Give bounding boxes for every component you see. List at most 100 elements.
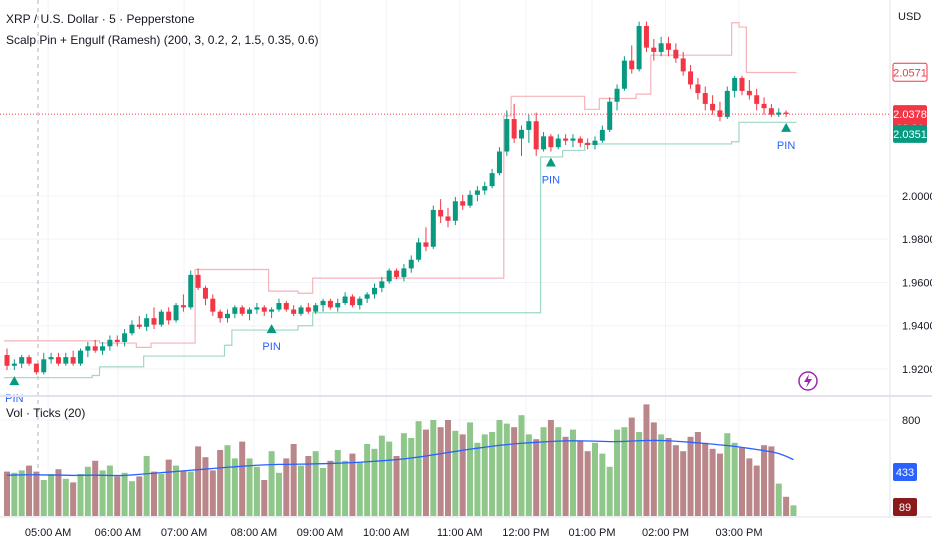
volume-bar bbox=[702, 442, 709, 516]
price-label: 2.0571 bbox=[892, 62, 928, 82]
pin-signal-label: PIN bbox=[777, 140, 795, 152]
volume-indicator-title[interactable]: Vol · Ticks (20) bbox=[6, 406, 86, 420]
candle-body bbox=[629, 60, 635, 70]
volume-bar bbox=[636, 432, 643, 516]
symbol-title[interactable]: XRP / U.S. Dollar · 5 · Pepperstone bbox=[6, 12, 195, 26]
candle bbox=[254, 303, 260, 314]
candle bbox=[239, 305, 245, 316]
volume-bar bbox=[40, 480, 47, 516]
time-tick-label: 03:00 PM bbox=[715, 527, 762, 539]
time-tick-label: 01:00 PM bbox=[568, 527, 615, 539]
volume-value-box bbox=[893, 498, 917, 516]
candle bbox=[394, 268, 400, 280]
volume-bar bbox=[562, 436, 569, 516]
volume-bar bbox=[158, 474, 165, 516]
volume-bar bbox=[783, 496, 790, 516]
candle bbox=[643, 21, 649, 52]
volume-bar bbox=[364, 444, 371, 516]
candle bbox=[202, 285, 208, 306]
candle bbox=[283, 300, 289, 312]
candle bbox=[680, 51, 686, 76]
candle-body bbox=[386, 270, 392, 282]
candle-body bbox=[533, 121, 539, 150]
candle-body bbox=[327, 300, 333, 308]
candle bbox=[585, 138, 591, 150]
candle-body bbox=[776, 112, 782, 115]
volume-bar bbox=[320, 468, 327, 516]
volume-bar bbox=[577, 440, 584, 516]
candle-body bbox=[394, 270, 400, 278]
candle bbox=[379, 277, 385, 293]
candle-body bbox=[188, 274, 194, 308]
volume-bar bbox=[305, 456, 312, 516]
price-tick-label: 1.9800 bbox=[902, 234, 932, 246]
volume-bar bbox=[268, 451, 275, 516]
candle bbox=[511, 103, 517, 143]
lightning-icon[interactable] bbox=[798, 371, 818, 391]
grid-layer bbox=[0, 0, 888, 516]
volume-bar bbox=[209, 470, 216, 516]
volume-bar bbox=[599, 453, 606, 516]
pin-signal: PIN bbox=[5, 376, 24, 405]
volume-bar bbox=[283, 458, 290, 516]
candle-body bbox=[269, 309, 275, 312]
candle-body bbox=[423, 242, 429, 247]
volume-bar bbox=[452, 430, 459, 516]
candle bbox=[357, 296, 363, 310]
volume-tick-label: 800 bbox=[902, 415, 920, 427]
candle-body bbox=[320, 300, 326, 306]
volume-bar bbox=[643, 404, 650, 516]
price-label-text: 2.0351 bbox=[893, 129, 927, 141]
candle bbox=[673, 43, 679, 63]
candle-body bbox=[739, 77, 745, 91]
band-layer bbox=[4, 22, 797, 379]
volume-bar bbox=[217, 450, 224, 516]
candle-body bbox=[85, 346, 91, 351]
volume-bar bbox=[349, 453, 356, 516]
volume-bar bbox=[356, 462, 363, 516]
volume-bar bbox=[496, 420, 503, 516]
indicator-title[interactable]: Scalp Pin + Engulf (Ramesh) (200, 3, 0.2… bbox=[6, 33, 319, 47]
candle-body bbox=[254, 307, 260, 310]
volume-bar bbox=[694, 432, 701, 516]
candle-body bbox=[291, 309, 297, 314]
candlestick-series bbox=[4, 21, 789, 375]
candle bbox=[122, 328, 128, 347]
candle bbox=[614, 84, 620, 111]
candle bbox=[452, 196, 458, 226]
candle-body bbox=[158, 311, 164, 325]
candle-body bbox=[643, 25, 649, 48]
volume-bar bbox=[665, 438, 672, 516]
candle-body bbox=[11, 363, 17, 366]
volume-bar bbox=[298, 465, 304, 516]
candle bbox=[33, 363, 39, 375]
candle-body bbox=[136, 324, 142, 327]
candle bbox=[482, 181, 488, 195]
candle bbox=[48, 352, 54, 364]
candle bbox=[548, 134, 554, 152]
volume-bar bbox=[658, 434, 665, 516]
volume-bar bbox=[709, 448, 716, 516]
volume-bar bbox=[253, 466, 260, 516]
candle bbox=[291, 305, 297, 316]
candle bbox=[210, 294, 216, 316]
candle bbox=[445, 207, 451, 228]
candle-body bbox=[114, 339, 120, 342]
currency-button[interactable]: USD bbox=[898, 11, 922, 23]
candle-body bbox=[210, 298, 216, 312]
candle bbox=[26, 354, 32, 366]
volume-bar bbox=[467, 422, 474, 516]
candle-body bbox=[452, 201, 458, 221]
candle-body bbox=[658, 43, 664, 52]
candle bbox=[232, 305, 238, 319]
candle-body bbox=[651, 47, 657, 52]
volume-bar bbox=[525, 434, 532, 516]
pin-signal-label: PIN bbox=[262, 341, 280, 353]
volume-bar bbox=[70, 482, 77, 516]
candle bbox=[180, 294, 186, 312]
price-tick-label: 1.9400 bbox=[902, 321, 932, 333]
candle bbox=[467, 190, 473, 208]
candle bbox=[666, 36, 671, 57]
